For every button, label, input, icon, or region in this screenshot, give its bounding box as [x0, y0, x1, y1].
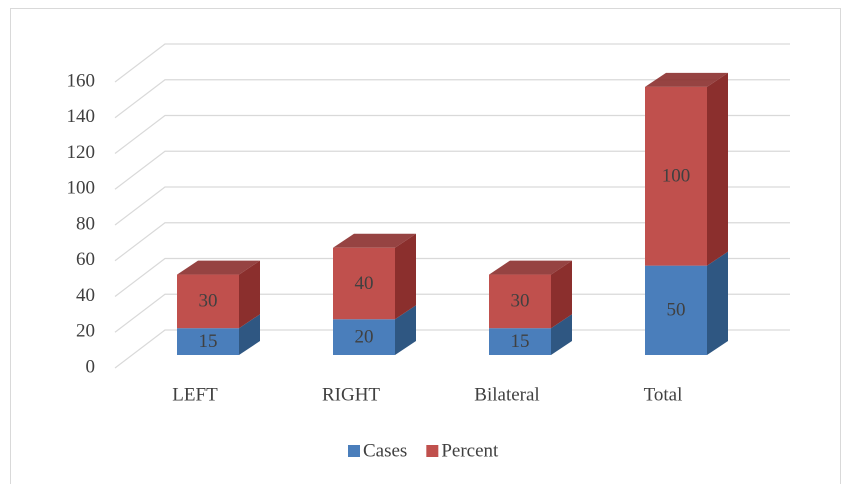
data-label: 30 — [199, 291, 218, 312]
bar-side — [707, 72, 728, 266]
bar-side — [239, 260, 260, 329]
data-label: 15 — [199, 331, 218, 352]
y-tick-label: 0 — [86, 356, 96, 377]
bar-side — [707, 251, 728, 355]
bar — [333, 247, 395, 320]
data-label: 20 — [355, 326, 374, 347]
bar-side — [239, 314, 260, 355]
grid-line — [114, 257, 790, 297]
x-tick-label: LEFT — [172, 384, 218, 405]
grid-line — [114, 222, 790, 262]
y-tick-label: 40 — [76, 285, 95, 306]
data-label: 50 — [667, 300, 686, 321]
grid-line — [114, 293, 790, 333]
bar-top — [333, 233, 416, 248]
grid-line — [114, 114, 790, 154]
bar-top — [177, 260, 260, 275]
bar-top — [645, 72, 728, 87]
bar — [177, 274, 239, 329]
grid-line — [114, 79, 790, 119]
grid-line — [114, 329, 790, 369]
data-label: 40 — [355, 273, 374, 294]
y-tick-label: 140 — [67, 106, 96, 127]
grid-line — [114, 150, 790, 190]
legend-label: Percent — [441, 440, 499, 461]
y-tick-label: 60 — [76, 249, 95, 270]
legend-swatch — [426, 445, 439, 457]
x-tick-label: RIGHT — [322, 384, 380, 405]
y-tick-label: 100 — [67, 178, 96, 199]
bar — [333, 319, 395, 355]
legend-swatch — [348, 445, 360, 457]
bar-side — [395, 305, 416, 355]
bar — [177, 328, 239, 355]
bar — [489, 274, 551, 329]
y-tick-label: 20 — [76, 321, 95, 342]
grid-line — [114, 43, 790, 83]
grid-line — [114, 186, 790, 226]
legend-label: Cases — [363, 440, 407, 461]
data-label: 30 — [511, 291, 530, 312]
bar-side — [551, 260, 572, 329]
bar-top — [489, 260, 572, 275]
data-label: 15 — [511, 331, 530, 352]
bar — [489, 328, 551, 355]
y-tick-label: 80 — [76, 213, 95, 234]
x-tick-label: Bilateral — [474, 384, 539, 405]
data-label: 100 — [662, 166, 691, 187]
bar-side — [395, 233, 416, 320]
bar — [645, 86, 707, 266]
bar — [645, 265, 707, 355]
bar-side — [551, 314, 572, 355]
y-tick-label: 120 — [67, 142, 96, 163]
y-tick-label: 160 — [67, 70, 96, 91]
x-tick-label: Total — [644, 384, 683, 405]
